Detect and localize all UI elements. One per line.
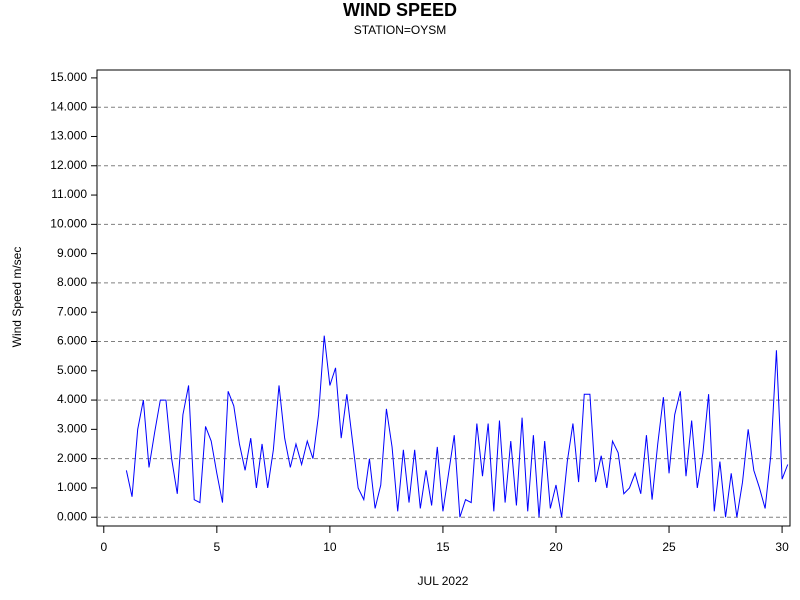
data-line <box>125 335 789 518</box>
y-tick-label: 11.000 <box>51 187 87 201</box>
x-tick-label: 10 <box>323 540 337 554</box>
x-axis-title: JUL 2022 <box>418 574 469 588</box>
y-tick-label: 8.000 <box>57 275 87 289</box>
chart-title: WIND SPEED <box>343 0 457 20</box>
y-tick-label: 13.000 <box>50 129 87 143</box>
y-tick-label: 10.000 <box>50 217 87 231</box>
y-tick-label: 5.000 <box>57 363 87 377</box>
x-tick-label: 25 <box>662 540 676 554</box>
y-tick-label: 3.000 <box>57 422 87 436</box>
x-tick-label: 20 <box>549 540 563 554</box>
y-tick-label: 14.000 <box>50 99 87 113</box>
y-axis-title: Wind Speed m/sec <box>10 247 24 348</box>
y-tick-label: 12.000 <box>50 158 87 172</box>
x-tick-label: 30 <box>775 540 789 554</box>
y-tick-label: 0.000 <box>57 509 87 523</box>
y-tick-label: 9.000 <box>57 246 87 260</box>
y-tick-label: 2.000 <box>57 451 87 465</box>
y-tick-label: 6.000 <box>57 334 87 348</box>
y-tick-label: 4.000 <box>57 392 87 406</box>
x-tick-label: 15 <box>436 540 450 554</box>
y-tick-label: 7.000 <box>57 304 87 318</box>
x-tick-label: 0 <box>100 540 107 554</box>
x-tick-label: 5 <box>213 540 220 554</box>
y-tick-label: 1.000 <box>57 480 87 494</box>
plot-frame <box>96 69 791 527</box>
y-tick-label: 15.000 <box>50 70 87 84</box>
chart-subtitle: STATION=OYSM <box>354 23 447 37</box>
